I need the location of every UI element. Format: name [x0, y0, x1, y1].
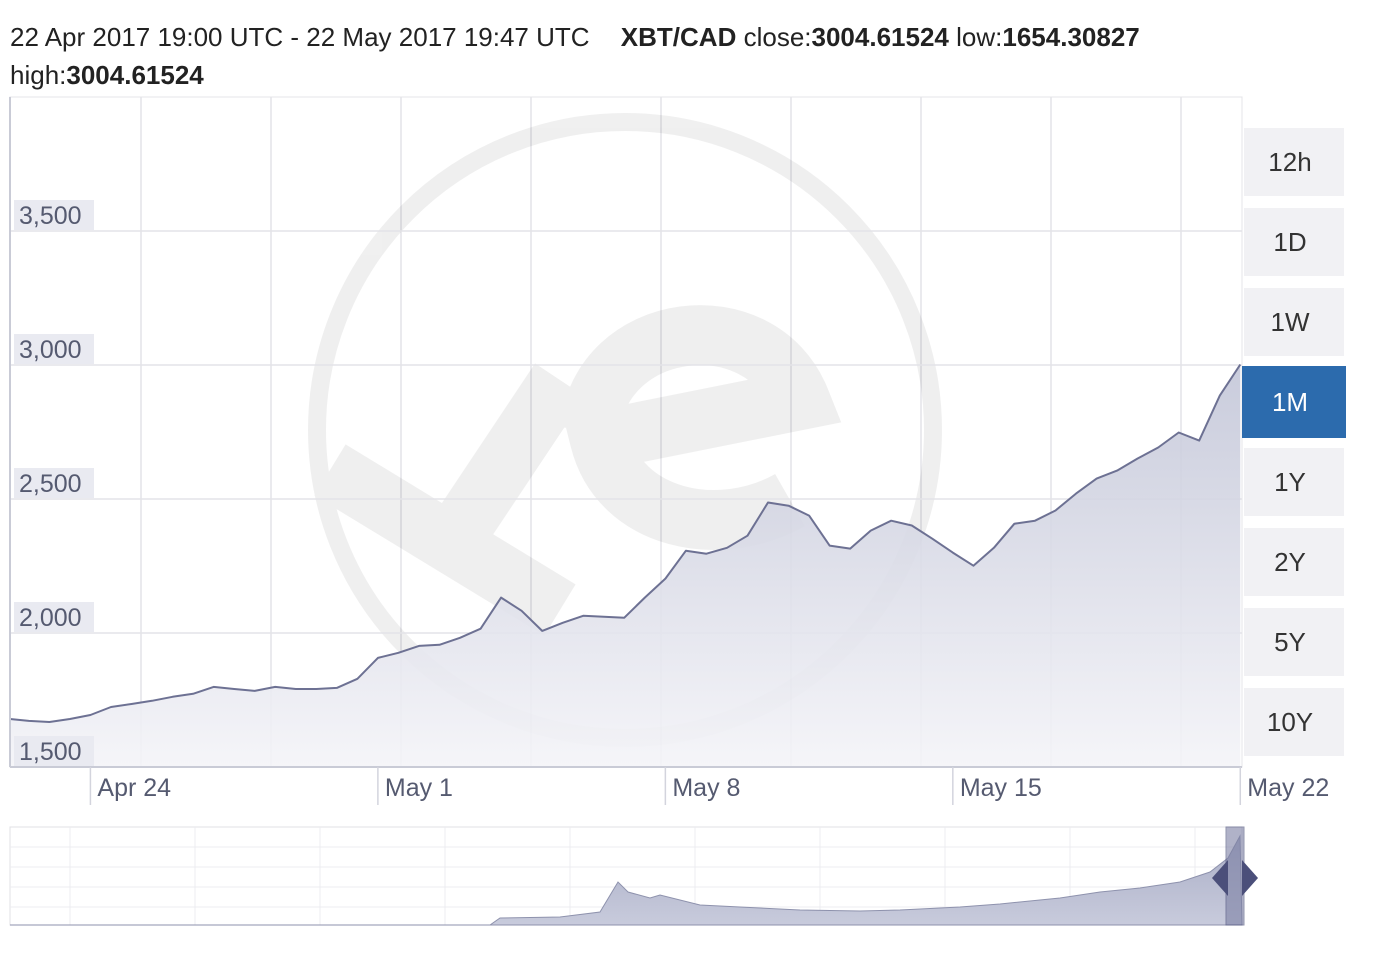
range-button-label[interactable]: 1D: [1273, 227, 1306, 257]
watermark: [308, 113, 942, 747]
range-button-bg[interactable]: [1244, 288, 1344, 356]
range-button-bg[interactable]: [1244, 448, 1344, 516]
y-tick-label-bg: [14, 334, 94, 364]
data: [9, 363, 1242, 767]
range-button-bg[interactable]: [1242, 366, 1346, 438]
x-tick-label: May 22: [1247, 774, 1329, 802]
range-button-label[interactable]: 10Y: [1267, 707, 1313, 737]
range-button[interactable]: 2Y: [1244, 528, 1344, 596]
navigator-window[interactable]: [1225, 826, 1245, 926]
range-button[interactable]: 10Y: [1244, 688, 1344, 756]
y-tick-label-bg: [14, 468, 94, 498]
navigator-area: [10, 834, 1243, 926]
x-tick-label: May 15: [960, 774, 1042, 802]
x-tick-label: May 8: [672, 774, 740, 802]
range-button-bg[interactable]: [1244, 608, 1344, 676]
range-button[interactable]: 12h: [1244, 128, 1344, 196]
range-button-bg[interactable]: [1244, 688, 1344, 756]
navigator-handle[interactable]: [1212, 860, 1228, 896]
stat-value: 1654.30827: [1002, 22, 1140, 52]
y-tick-label: 3,000: [19, 336, 82, 364]
range-button-label[interactable]: 2Y: [1274, 547, 1306, 577]
y-tick-label: 3,500: [19, 202, 82, 230]
range-button[interactable]: 1W: [1244, 288, 1344, 356]
x-tick-label: May 1: [385, 774, 453, 802]
header: 22 Apr 2017 19:00 UTC - 22 May 2017 19:4…: [10, 18, 1370, 94]
range-button-bg[interactable]: [1244, 208, 1344, 276]
range-button-label[interactable]: 5Y: [1274, 627, 1306, 657]
range-button[interactable]: 1Y: [1244, 448, 1344, 516]
range-button-label[interactable]: 1Y: [1274, 467, 1306, 497]
range-button-bg[interactable]: [1244, 128, 1344, 196]
y-tick-label-bg: [14, 736, 94, 766]
range-buttons: 12h 1D 1W 1M 1Y 2Y 5Y 10Y: [1242, 128, 1346, 756]
navigator-handle[interactable]: [1242, 860, 1258, 896]
y-tick-label-bg: [14, 200, 94, 230]
title: 22 Apr 2017 19:00 UTC - 22 May 2017 19:4…: [10, 22, 590, 52]
y-tick-label: 1,500: [19, 738, 82, 766]
navigator: [9, 826, 1258, 926]
line: [9, 363, 1242, 723]
stat-label: low:: [956, 22, 1003, 52]
range-button[interactable]: 5Y: [1244, 608, 1344, 676]
range-button-label[interactable]: 12h: [1268, 147, 1311, 177]
stat-label: high:: [10, 60, 67, 90]
range-button[interactable]: 1D: [1244, 208, 1344, 276]
stat-value: 3004.61524: [811, 22, 949, 52]
y-tick-label: 2,000: [19, 604, 82, 632]
y-tick-label-bg: [14, 602, 94, 632]
range-button[interactable]: 1M: [1242, 366, 1346, 438]
stat-label: close:: [743, 22, 812, 52]
range-button-bg[interactable]: [1244, 528, 1344, 596]
range-button-label[interactable]: 1W: [1271, 307, 1310, 337]
range-button-label[interactable]: 1M: [1272, 387, 1308, 417]
area: [10, 364, 1241, 767]
pair: XBT/CAD: [620, 22, 737, 52]
x-tick-label: Apr 24: [97, 774, 171, 802]
axes: 1,500 2,000 2,500 3,000 3,500 Apr 24 May 1 May …: [9, 97, 1329, 805]
y-tick-label: 2,500: [19, 470, 82, 498]
stat-value: 3004.61524: [66, 60, 204, 90]
